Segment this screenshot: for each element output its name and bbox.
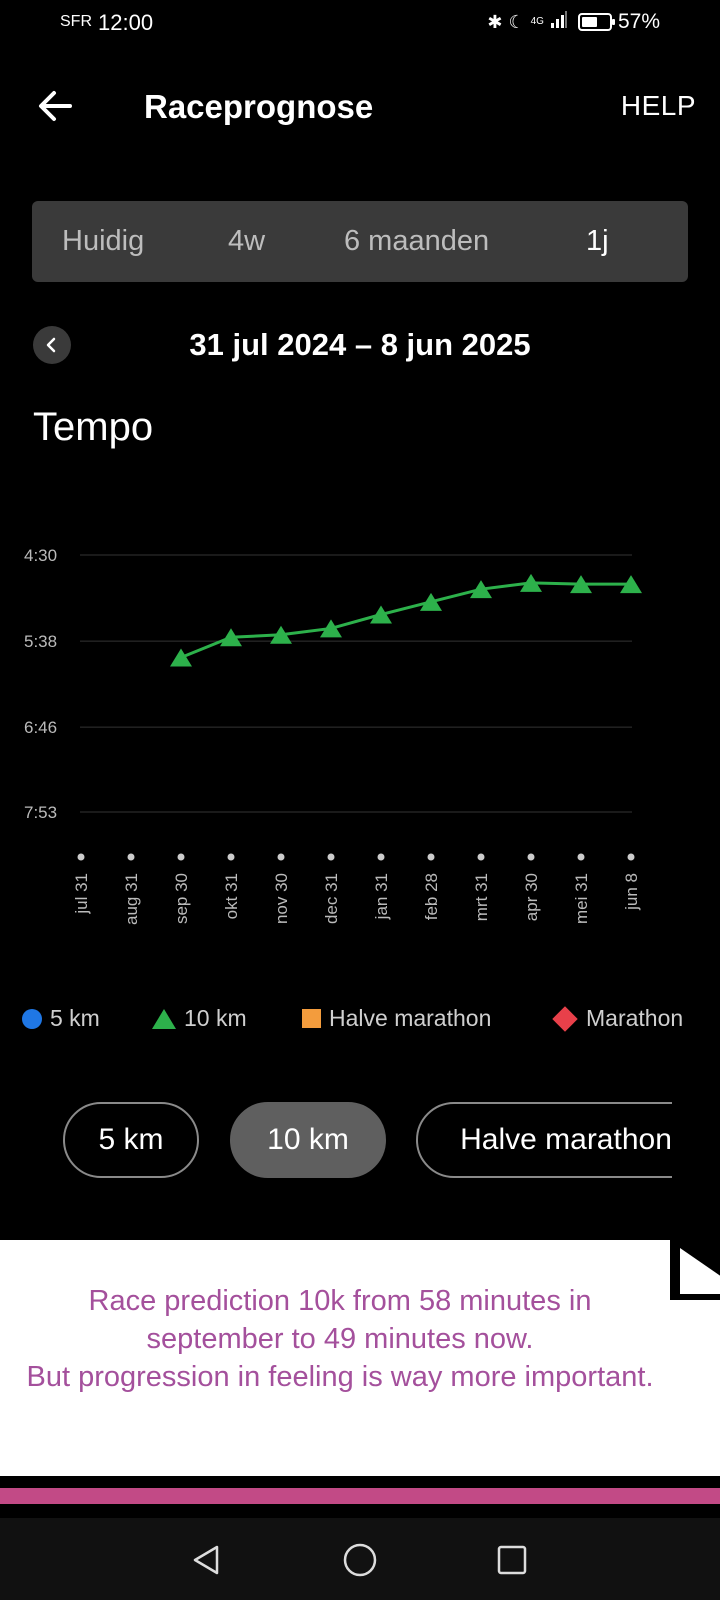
annotation-line-2: But progression in feeling is way more i… [26,1361,654,1393]
chevron-left-icon [46,337,56,353]
x-tick-label: nov 30 [272,873,291,924]
distance-chips: 5 km 10 km Halve marathon [0,1102,672,1178]
clock: 12:00 [98,10,154,35]
chip-5km[interactable]: 5 km [63,1102,199,1178]
series-line-10km [180,581,631,659]
legend-item-marathon: Marathon [552,1005,683,1032]
x-tick-dot [427,853,435,861]
network-type-label: 4G [530,16,544,27]
nav-recents-button[interactable] [490,1538,534,1582]
page-curl-decoration [670,1240,720,1300]
x-tick-label: jan 31 [372,873,391,920]
x-tick-dot [377,853,385,861]
tab-4-weeks[interactable]: 4w [228,225,266,257]
date-range-label: 31 jul 2024 – 8 jun 2025 [189,327,531,362]
help-button[interactable]: HELP [620,90,696,121]
triangle-back-icon [193,1545,219,1575]
data-point-triangle [420,592,442,611]
legend-label: Marathon [586,1005,684,1031]
tab-6-months[interactable]: 6 maanden [344,225,490,257]
x-tick-dot [277,853,285,861]
x-tick-label: apr 30 [522,873,541,921]
section-title: Tempo [33,405,154,449]
x-tick-dot [227,853,235,861]
annotation-card: Race prediction 10k from 58 minutes in s… [0,1240,720,1476]
x-tick-dot [77,853,85,861]
x-tick-dot [127,853,135,861]
triangle-marker-icon [152,1008,176,1029]
y-tick-label: 7:53 [24,803,57,822]
signal-icon [550,10,568,34]
x-tick-dot [577,853,585,861]
data-point-triangle [370,605,392,624]
data-point-triangle [470,580,492,599]
tab-current[interactable]: Huidig [62,225,145,257]
chip-half-marathon[interactable]: Halve marathon [416,1102,672,1178]
carrier-label: SFR [60,13,92,30]
legend-item-half-marathon: Halve marathon [302,1005,491,1032]
page-title: Raceprognose [144,88,374,125]
chart-legend: 5 km 10 km Halve marathon Marathon [20,1005,710,1041]
circle-home-icon [343,1543,377,1577]
bluetooth-icon: ✱ [487,12,503,32]
x-tick-label: aug 31 [122,873,141,925]
square-marker-icon [302,1009,321,1028]
data-point-triangle [620,575,642,594]
nav-home-button[interactable] [338,1538,382,1582]
x-tick-dot [327,853,335,861]
do-not-disturb-moon-icon: ☾ [508,12,525,32]
period-selector: Huidig 4w 6 maanden 1j [32,201,688,282]
legend-label: 5 km [50,1005,100,1031]
data-point-triangle [320,619,342,638]
data-point-triangle [170,648,192,667]
back-button[interactable] [36,86,76,126]
tab-1-year[interactable]: 1j [586,225,609,257]
annotation-line-1: Race prediction 10k from 58 minutes in s… [88,1285,592,1355]
app-header: Raceprognose HELP [0,76,720,136]
x-tick-label: mrt 31 [472,873,491,921]
x-tick-label: feb 28 [422,873,441,920]
x-tick-label: sep 30 [172,873,191,924]
x-tick-dot [527,853,535,861]
x-tick-label: mei 31 [572,873,591,924]
battery-icon [577,13,615,31]
status-bar: SFR 12:00 ✱ ☾ 4G 57% [0,0,720,46]
nav-back-button[interactable] [184,1538,228,1582]
circle-marker-icon [22,1008,42,1029]
square-recents-icon [497,1545,527,1575]
accent-divider [0,1488,720,1504]
diamond-marker-icon [552,1005,578,1032]
data-point-triangle [570,575,592,594]
y-tick-label: 4:30 [24,546,57,565]
x-tick-label: okt 31 [222,873,241,919]
x-tick-label: jun 8 [622,873,641,911]
battery-percent: 57% [617,10,660,33]
y-tick-label: 6:46 [24,718,57,737]
x-tick-label: dec 31 [322,873,341,924]
x-tick-dot [177,853,185,861]
legend-item-10km: 10 km [152,1005,247,1032]
annotation-text: Race prediction 10k from 58 minutes in s… [20,1282,660,1396]
legend-item-5km: 5 km [22,1005,100,1032]
data-point-triangle [270,625,292,644]
y-tick-label: 5:38 [24,632,57,651]
x-tick-label: jul 31 [72,873,91,915]
data-point-triangle [520,573,542,592]
system-nav-bar [0,1518,720,1600]
pace-chart: 4:30 5:38 6:46 7:53 jul 31 aug 31 sep 30 okt 31… [24,546,642,925]
x-tick-dot [627,853,635,861]
x-tick-dot [477,853,485,861]
status-icons: ✱ ☾ 4G 57% [487,10,660,34]
previous-range-button[interactable] [33,326,71,364]
legend-label: Halve marathon [329,1005,492,1031]
legend-label: 10 km [184,1005,247,1031]
arrow-left-icon [39,91,72,121]
data-point-triangle [220,628,242,647]
chip-10km[interactable]: 10 km [230,1102,386,1178]
